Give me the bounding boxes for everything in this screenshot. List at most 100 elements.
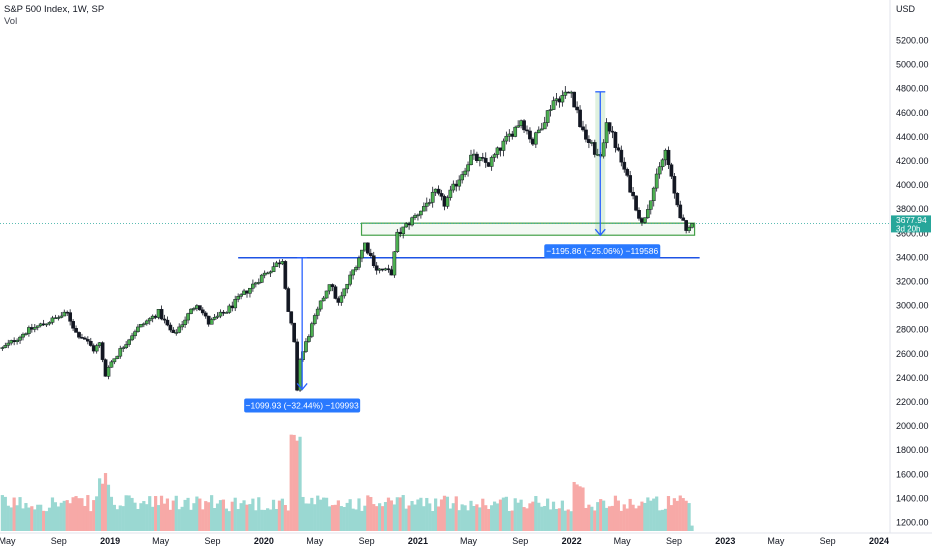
volume-bar xyxy=(248,504,252,531)
candle xyxy=(463,170,467,175)
candle xyxy=(6,342,11,346)
candle xyxy=(345,283,350,290)
volume-bar xyxy=(148,496,152,531)
volume-bar xyxy=(590,506,594,531)
volume-bar xyxy=(307,503,311,531)
y-tick-label: 1600.00 xyxy=(896,469,929,479)
last-price-tag xyxy=(891,215,931,233)
volume-bar xyxy=(428,503,432,531)
candle xyxy=(516,125,521,128)
candle xyxy=(209,319,214,325)
candle xyxy=(513,126,518,137)
candle xyxy=(539,128,544,131)
candle xyxy=(631,191,635,197)
candle xyxy=(348,274,353,285)
candle xyxy=(351,269,355,276)
symbol-title[interactable]: S&P 500 Index, 1W, SP xyxy=(4,4,105,15)
x-tick-label: Sep xyxy=(359,536,375,546)
volume-bar xyxy=(419,497,423,531)
volume-bar xyxy=(83,505,87,531)
volume-bar xyxy=(257,497,261,531)
candle xyxy=(460,174,465,181)
volume-bar xyxy=(139,503,143,531)
volume-bar xyxy=(283,505,287,531)
candle xyxy=(59,315,64,318)
volume-bar xyxy=(457,510,461,531)
candle xyxy=(360,249,364,259)
candle xyxy=(115,355,120,359)
candle xyxy=(239,294,243,297)
volume-bar xyxy=(159,495,164,531)
volume-bar xyxy=(596,502,600,531)
y-tick-label: 5000.00 xyxy=(896,60,929,70)
volume-bar xyxy=(460,504,464,531)
y-tick-label: 4800.00 xyxy=(896,84,929,94)
candle xyxy=(32,327,37,330)
y-tick-label: 4000.00 xyxy=(896,180,929,190)
volume-bar xyxy=(0,495,4,531)
volume-bar xyxy=(454,496,458,531)
candle xyxy=(522,120,526,131)
candle xyxy=(581,126,585,131)
volume-bar xyxy=(195,496,199,531)
candle xyxy=(286,288,291,312)
candle xyxy=(480,157,485,159)
candle xyxy=(410,217,414,226)
volume-bar xyxy=(640,501,644,531)
candle xyxy=(448,189,453,198)
candle xyxy=(610,130,615,133)
measure-label-box[interactable] xyxy=(244,398,361,413)
volume-bar xyxy=(207,502,211,531)
volume-bar xyxy=(448,508,452,531)
x-tick-label: Sep xyxy=(820,536,836,546)
measure-label-text: −1195.86 (−25.06%) −119586 xyxy=(546,246,658,256)
measure-label-box[interactable] xyxy=(544,244,661,259)
candle xyxy=(637,210,641,219)
volume-bar xyxy=(663,508,668,531)
candle xyxy=(304,341,308,352)
volume-bar xyxy=(546,498,550,531)
candle xyxy=(607,122,612,132)
volume-bar xyxy=(133,502,137,531)
volume-bar xyxy=(389,500,394,531)
volume-bar xyxy=(115,509,119,531)
candle xyxy=(130,335,134,341)
candle xyxy=(681,217,686,221)
x-tick-label: 2020 xyxy=(254,536,274,546)
volume-bar xyxy=(165,498,170,531)
volume-bar xyxy=(124,495,128,531)
candle xyxy=(333,286,338,299)
candle xyxy=(218,311,223,317)
volume-bar xyxy=(71,497,75,531)
volume-bar xyxy=(472,506,476,531)
volume-bar xyxy=(56,506,60,531)
volume-bar xyxy=(637,505,641,531)
candle xyxy=(354,267,358,271)
y-tick-label: 3000.00 xyxy=(896,301,929,311)
candle xyxy=(21,333,25,338)
volume-bar xyxy=(183,499,187,531)
volume-label[interactable]: Vol xyxy=(4,16,18,27)
volume-bar xyxy=(92,500,96,531)
volume-bar xyxy=(563,510,567,531)
volume-bar xyxy=(304,503,308,531)
volume-bar xyxy=(227,511,231,531)
candle xyxy=(684,220,689,231)
candle xyxy=(327,284,332,292)
candle xyxy=(147,318,152,322)
volume-bar xyxy=(348,499,352,531)
volume-bar xyxy=(604,507,609,531)
candle xyxy=(162,318,167,321)
candle xyxy=(584,129,588,140)
candle xyxy=(404,223,409,228)
volume-bar xyxy=(395,497,399,531)
volume-bar xyxy=(631,504,635,531)
volume-bar xyxy=(463,505,467,531)
volume-bar xyxy=(584,507,588,531)
volume-bar xyxy=(619,510,623,531)
volume-bar xyxy=(316,495,320,531)
candle xyxy=(625,169,630,176)
y-tick-label: 2000.00 xyxy=(896,421,929,431)
